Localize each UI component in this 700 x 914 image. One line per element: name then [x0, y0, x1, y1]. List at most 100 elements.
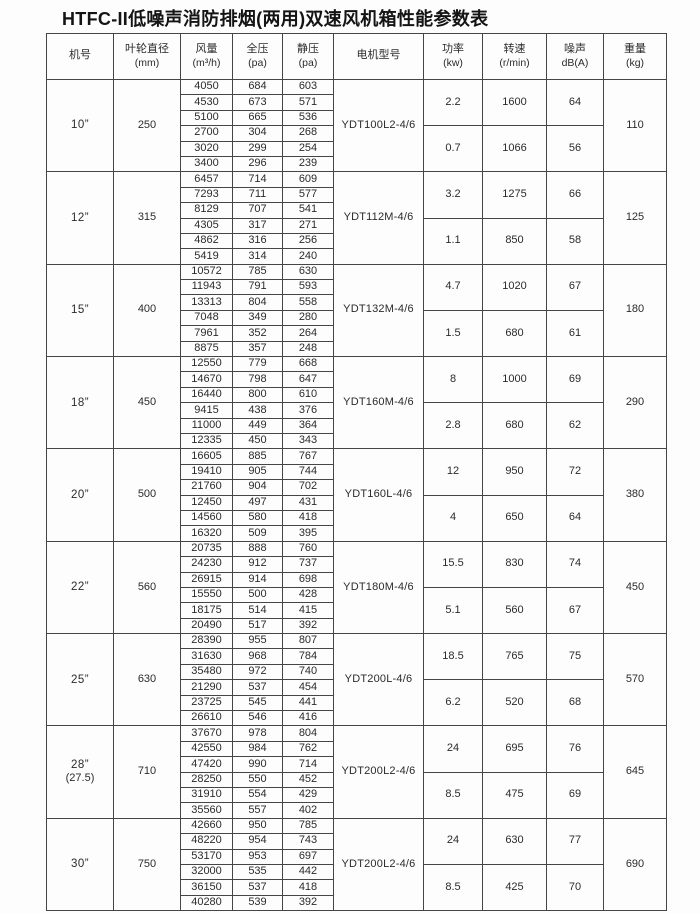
cell-airflow: 18175: [180, 602, 233, 619]
column-header-static-pressure: 静压 (pa): [282, 33, 334, 80]
cell-fan-size: 28” (27.5): [46, 725, 114, 819]
cell-static-pressure: 558: [282, 294, 334, 311]
fan-size: 22”: [70, 581, 90, 594]
cell-total-pressure: 314: [232, 248, 283, 265]
cell-rpm: 680: [482, 309, 547, 358]
spec-table-body: 10” 250 4050 684 603 YDT100L2-4/6 2.2 1600 64 110…: [46, 78, 667, 912]
header-label: 风量: [195, 42, 218, 55]
cell-airflow: 4862: [180, 232, 233, 250]
cell-total-pressure: 885: [232, 448, 283, 465]
cell-rpm: 1020: [482, 263, 547, 311]
cell-static-pressure: 441: [282, 694, 334, 712]
cell-power: 8.5: [423, 863, 483, 912]
cell-total-pressure: 316: [232, 232, 283, 250]
cell-total-pressure: 888: [232, 540, 283, 558]
header-unit: (r/min): [499, 57, 530, 70]
cell-total-pressure: 438: [232, 402, 283, 419]
cell-fan-size: 22”: [46, 540, 114, 635]
cell-noise: 77: [546, 817, 604, 865]
cell-noise: 68: [546, 679, 604, 727]
table-row: 3400 296 239: [47, 155, 667, 173]
cell-rpm: 560: [482, 586, 547, 635]
table-row: 16440 800 610: [47, 386, 667, 404]
column-header-power: 功率 (kw): [423, 33, 483, 80]
cell-airflow: 19410: [180, 463, 233, 481]
table-row: 4305 317 271 1.1 850 58: [47, 217, 667, 265]
table-row: 7293 711 577: [47, 186, 667, 204]
cell-rpm: 1600: [482, 78, 547, 127]
cell-static-pressure: 454: [282, 679, 334, 696]
column-header-noise: 噪声 dB(A): [546, 33, 604, 80]
cell-weight: 570: [603, 633, 667, 727]
cell-static-pressure: 271: [282, 217, 334, 234]
table-row: 20490 517 392: [47, 617, 667, 635]
header-label: 全压: [246, 42, 269, 55]
cell-motor-model: YDT100L2-4/6: [333, 78, 424, 173]
cell-total-pressure: 912: [232, 556, 283, 573]
cell-total-pressure: 352: [232, 325, 283, 342]
cell-rpm: 425: [482, 863, 547, 912]
cell-static-pressure: 610: [282, 386, 334, 404]
cell-rpm: 850: [482, 217, 547, 265]
cell-total-pressure: 450: [232, 432, 283, 450]
cell-static-pressure: 364: [282, 417, 334, 434]
cell-rpm: 695: [482, 725, 547, 773]
cell-static-pressure: 762: [282, 740, 334, 758]
cell-airflow: 20735: [180, 540, 233, 558]
cell-total-pressure: 500: [232, 586, 283, 604]
cell-diameter: 250: [113, 78, 181, 173]
cell-diameter: 450: [113, 356, 181, 450]
header-label: 噪声: [564, 42, 586, 55]
fan-size: 15”: [70, 304, 90, 317]
cell-static-pressure: 744: [282, 463, 334, 481]
cell-total-pressure: 714: [232, 171, 283, 188]
cell-total-pressure: 779: [232, 356, 283, 373]
cell-total-pressure: 535: [232, 863, 283, 881]
cell-total-pressure: 545: [232, 694, 283, 712]
table-row: 3020 299 254: [47, 140, 667, 157]
cell-diameter: 400: [113, 263, 181, 358]
cell-static-pressure: 714: [282, 756, 334, 773]
cell-total-pressure: 914: [232, 571, 283, 588]
table-row: 23725 545 441: [47, 694, 667, 712]
cell-diameter: 500: [113, 448, 181, 542]
cell-weight: 450: [603, 540, 667, 635]
cell-motor-model: YDT112M-4/6: [333, 171, 424, 265]
cell-total-pressure: 954: [232, 833, 283, 850]
cell-airflow: 23725: [180, 694, 233, 712]
cell-rpm: 475: [482, 771, 547, 819]
column-header-speed: 转速 (r/min): [482, 33, 547, 80]
cell-fan-size: 18”: [46, 356, 114, 450]
cell-airflow: 48220: [180, 833, 233, 850]
cell-power: 3.2: [423, 171, 483, 219]
cell-airflow: 9415: [180, 402, 233, 419]
table-row: 15” 400 10572 785 630 YDT132M-4/6 4.7 1020 67 180: [46, 263, 667, 358]
cell-total-pressure: 497: [232, 494, 283, 511]
cell-static-pressure: 702: [282, 479, 334, 496]
cell-static-pressure: 571: [282, 94, 334, 111]
cell-total-pressure: 296: [232, 155, 283, 173]
cell-motor-model: YDT132M-4/6: [333, 263, 424, 358]
cell-noise: 74: [546, 540, 604, 588]
cell-motor-model: YDT180M-4/6: [333, 540, 424, 635]
cell-total-pressure: 673: [232, 94, 283, 111]
cell-total-pressure: 509: [232, 525, 283, 542]
cell-static-pressure: 428: [282, 586, 334, 604]
cell-noise: 56: [546, 125, 604, 173]
table-row: 8875 357 248: [47, 340, 667, 358]
cell-static-pressure: 737: [282, 556, 334, 573]
cell-airflow: 10572: [180, 263, 233, 281]
column-header-weight: 重量 (kg): [603, 33, 667, 80]
cell-airflow: 53170: [180, 848, 233, 865]
cell-noise: 72: [546, 448, 604, 496]
cell-static-pressure: 767: [282, 448, 334, 465]
cell-power: 1.5: [423, 309, 483, 358]
cell-motor-model: YDT200L2-4/6: [333, 725, 424, 819]
cell-motor-model: YDT200L2-4/6: [333, 817, 424, 912]
cell-power: 4.7: [423, 263, 483, 311]
cell-rpm: 1000: [482, 356, 547, 404]
cell-static-pressure: 452: [282, 771, 334, 788]
table-row: 12335 450 343: [47, 432, 667, 450]
cell-airflow: 14670: [180, 371, 233, 388]
cell-total-pressure: 537: [232, 879, 283, 896]
